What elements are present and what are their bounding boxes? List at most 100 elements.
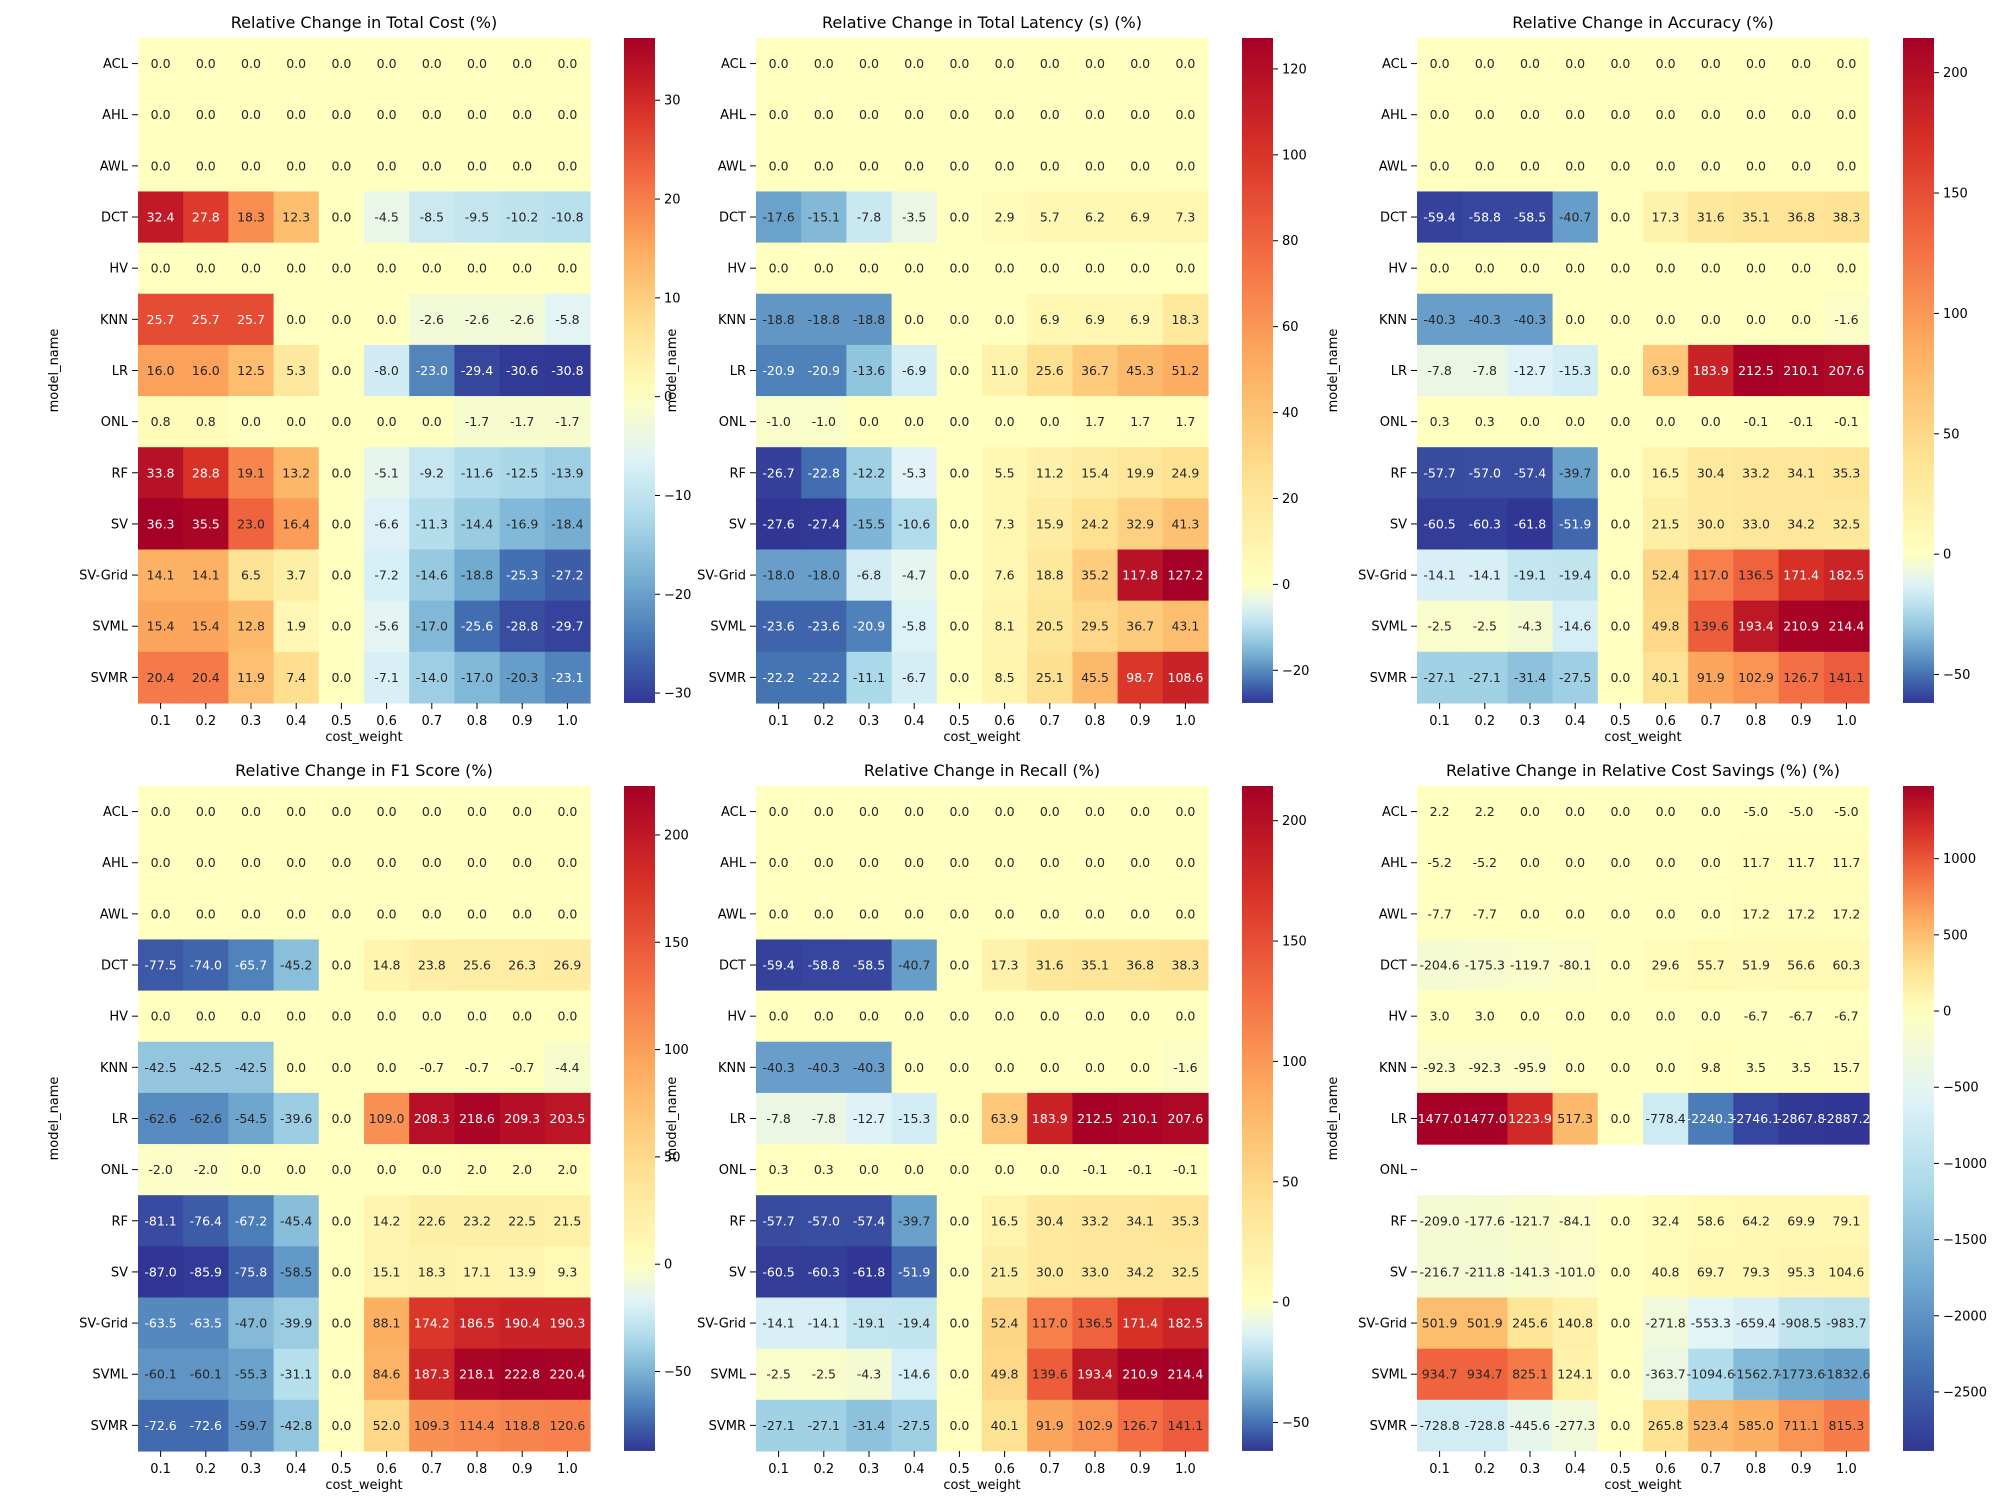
cell-value-label: 0.0 [512, 855, 532, 870]
heatmap-cell [1417, 1246, 1463, 1299]
cell-value-label: -30.8 [551, 363, 583, 378]
cell-value-label: 0.0 [1565, 906, 1585, 921]
heatmap-cell [454, 1092, 501, 1145]
heatmap-cell [1597, 293, 1644, 346]
heatmap-cell [183, 344, 229, 397]
heatmap-cell [1072, 1297, 1119, 1350]
heatmap-cell [1597, 549, 1644, 602]
heatmap-cell [364, 242, 410, 295]
heatmap-cell [454, 651, 501, 704]
cell-value-label: 0.0 [1701, 312, 1721, 327]
cell-value-label: 825.1 [1512, 1367, 1548, 1382]
cell-value-label: 3.0 [1475, 1009, 1495, 1024]
x-tick-label: 1.0 [557, 714, 578, 729]
heatmap-cell [409, 549, 455, 602]
x-tick-label: 0.7 [421, 714, 442, 729]
cell-value-label: 127.2 [1168, 568, 1204, 583]
heatmap-cell [1417, 38, 1463, 90]
heatmap-cell [499, 1246, 546, 1299]
heatmap-cell [846, 140, 893, 193]
heatmap-cell [891, 888, 938, 941]
heatmap-cell [273, 888, 320, 941]
cell-value-label: -87.0 [144, 1264, 176, 1279]
heatmap-cell [228, 1399, 275, 1452]
cell-value-label: 0.0 [949, 1213, 969, 1228]
cell-value-label: -60.3 [1469, 516, 1501, 531]
cell-value-label: -15.3 [898, 1111, 930, 1126]
cell-value-label: 0.0 [949, 56, 969, 71]
cell-value-label: 21.5 [1652, 516, 1680, 531]
cell-value-label: 14.1 [147, 568, 175, 583]
cell-value-label: 13.9 [508, 1264, 536, 1279]
cell-value-label: 34.1 [1787, 465, 1815, 480]
heatmap-cell [891, 1092, 938, 1145]
cell-value-label: 183.9 [1032, 1111, 1068, 1126]
colorbar-tick-label: 500 [1943, 928, 1968, 943]
heatmap-cell [1733, 888, 1780, 941]
heatmap-cell [183, 191, 229, 244]
heatmap-cell [183, 242, 229, 295]
colorbar-tick-label: 80 [1282, 234, 1299, 249]
heatmap-cell [499, 293, 546, 346]
cell-value-label: 0.0 [196, 1009, 216, 1024]
heatmap-cell [1462, 447, 1508, 499]
heatmap-cell [499, 1144, 546, 1196]
cell-value-label: -14.1 [762, 1316, 794, 1331]
y-tick-label: SVMR [1370, 671, 1407, 686]
cell-value-label: 190.4 [504, 1316, 540, 1331]
heatmap-cell [1507, 990, 1554, 1043]
cell-value-label: 25.7 [192, 312, 220, 327]
heatmap-cell [1462, 888, 1508, 941]
heatmap-cell [1597, 1092, 1644, 1145]
cell-value-label: -2.0 [148, 1162, 172, 1177]
heatmap-panel-4: Relative Change in F1 Score (%)0.0 0.0 0.0… [47, 761, 691, 1493]
cell-value-label: 0.0 [1656, 107, 1676, 122]
heatmap-cell [544, 498, 591, 551]
cell-value-label: 18.3 [237, 210, 265, 225]
cell-value-label: 0.0 [904, 158, 924, 173]
y-tick-label: SV [1390, 517, 1407, 532]
cell-value-label: -9.2 [420, 465, 444, 480]
colorbar [1903, 786, 1934, 1451]
cell-value-label: 0.0 [1791, 107, 1811, 122]
heatmap-cell [891, 651, 938, 704]
heatmap-cell [1688, 837, 1734, 889]
cell-value-label: 0.0 [769, 56, 789, 71]
cell-value-label: 0.0 [1520, 261, 1540, 276]
x-tick-label: 0.5 [1610, 1462, 1631, 1477]
heatmap-cell [1733, 191, 1780, 244]
cell-value-label: 0.0 [1610, 465, 1630, 480]
heatmap-cell [982, 1144, 1028, 1196]
heatmap-cell [1507, 1297, 1554, 1350]
cell-value-label: 0.0 [151, 261, 171, 276]
heatmap-cell [1072, 600, 1119, 653]
heatmap-cell [1597, 990, 1644, 1043]
x-axis-label: cost_weight [1604, 1478, 1681, 1493]
y-tick-label: SV [111, 1265, 128, 1280]
cell-value-label: -58.5 [280, 1264, 312, 1279]
heatmap-cell [1072, 939, 1119, 992]
x-tick-label: 0.5 [331, 1462, 352, 1477]
cell-value-label: -1.7 [555, 414, 579, 429]
cell-value-label: 17.3 [991, 958, 1019, 973]
heatmap-cell [1117, 600, 1164, 653]
cell-value-label: 0.0 [151, 906, 171, 921]
heatmap-cell [1643, 293, 1689, 346]
heatmap-cell [1597, 786, 1644, 838]
heatmap-cell [1778, 89, 1825, 141]
heatmap-cell [1507, 293, 1554, 346]
heatmap-cell [891, 1297, 938, 1350]
cell-value-label: 0.0 [949, 210, 969, 225]
cell-value-label: 0.8 [151, 414, 171, 429]
cell-value-label: 12.8 [237, 619, 265, 634]
cell-value-label: 0.0 [949, 1264, 969, 1279]
heatmap-cell [1552, 191, 1599, 244]
cell-value-label: 815.3 [1829, 1418, 1865, 1433]
heatmap-cell [1417, 344, 1463, 397]
colorbar-tick-label: 100 [1282, 148, 1307, 163]
cell-value-label: 183.9 [1693, 363, 1729, 378]
heatmap-cell [1597, 1399, 1644, 1452]
heatmap-cell [1117, 786, 1164, 838]
cell-value-label: 0.0 [331, 1316, 351, 1331]
heatmap-cell [1778, 990, 1825, 1043]
